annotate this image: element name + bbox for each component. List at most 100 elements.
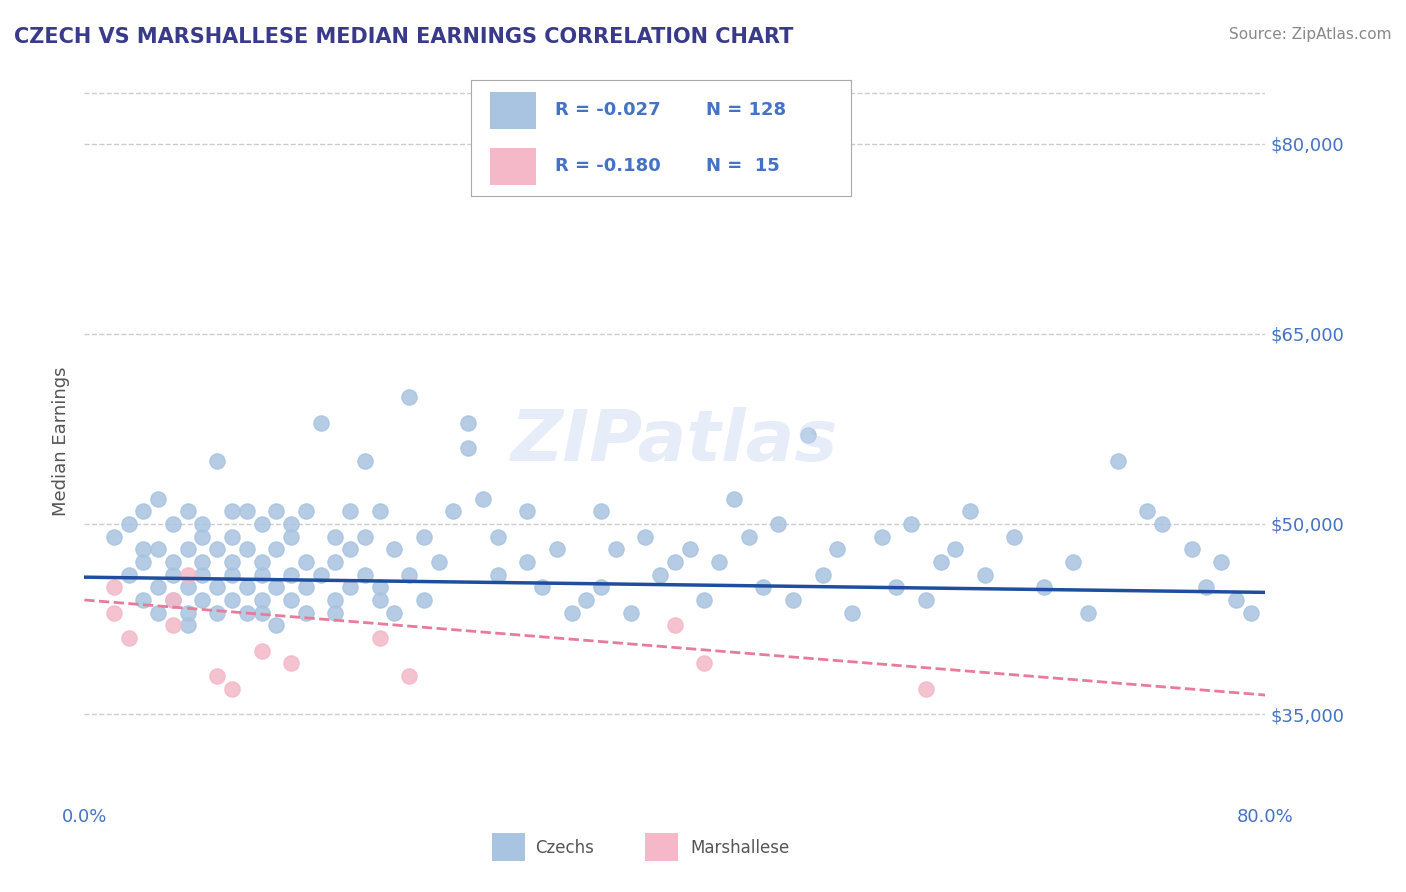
Point (250, 643, 273, 657)
Point (929, 555, 952, 569)
Point (250, 593, 273, 607)
Point (382, 606, 406, 620)
Point (207, 542, 229, 557)
Point (236, 580, 259, 594)
Point (561, 606, 583, 620)
Point (1004, 530, 1026, 544)
Point (915, 681, 938, 696)
Point (280, 530, 302, 544)
Point (250, 606, 273, 620)
Point (945, 542, 967, 557)
Point (177, 504, 200, 518)
Point (398, 669, 420, 683)
Point (591, 580, 613, 594)
Point (148, 606, 170, 620)
Point (191, 516, 214, 531)
Point (368, 580, 391, 594)
Bar (491, 92, 536, 129)
Point (974, 567, 997, 582)
Point (1150, 516, 1173, 531)
Point (207, 580, 229, 594)
Point (309, 416, 332, 430)
Point (1063, 555, 1085, 569)
Point (605, 542, 627, 557)
Point (266, 504, 288, 518)
Text: Source: ZipAtlas.com: Source: ZipAtlas.com (1229, 27, 1392, 42)
Point (280, 567, 302, 582)
Point (103, 580, 125, 594)
Point (620, 606, 643, 620)
Point (575, 593, 598, 607)
Point (457, 441, 479, 455)
Point (191, 555, 214, 569)
Point (413, 530, 436, 544)
Point (250, 567, 273, 582)
Point (309, 567, 332, 582)
Point (1033, 580, 1056, 594)
Point (132, 593, 155, 607)
Point (768, 516, 790, 531)
Point (148, 491, 170, 506)
Point (177, 606, 200, 620)
Point (339, 542, 361, 557)
Point (191, 593, 214, 607)
Text: CZECH VS MARSHALLESE MEDIAN EARNINGS CORRELATION CHART: CZECH VS MARSHALLESE MEDIAN EARNINGS COR… (14, 27, 793, 46)
Point (382, 542, 406, 557)
Point (679, 542, 702, 557)
Point (354, 530, 377, 544)
Point (368, 631, 391, 645)
Point (207, 606, 229, 620)
Point (1195, 580, 1218, 594)
Point (723, 491, 745, 506)
Text: N =  15: N = 15 (706, 157, 780, 175)
Point (250, 555, 273, 569)
Text: Czechs: Czechs (536, 838, 595, 856)
Text: N = 128: N = 128 (706, 102, 786, 120)
Point (132, 504, 155, 518)
Point (1211, 555, 1233, 569)
Point (325, 593, 347, 607)
Point (1077, 606, 1099, 620)
Point (221, 555, 243, 569)
Point (295, 555, 318, 569)
Point (207, 669, 229, 683)
Point (368, 504, 391, 518)
Bar (645, 833, 679, 861)
Point (1136, 504, 1159, 518)
Point (236, 542, 259, 557)
Point (457, 416, 479, 430)
Point (325, 606, 347, 620)
Point (177, 618, 200, 632)
Point (339, 580, 361, 594)
Point (486, 530, 509, 544)
Point (148, 542, 170, 557)
Point (191, 530, 214, 544)
Point (738, 530, 761, 544)
Point (709, 555, 731, 569)
Point (427, 555, 450, 569)
Point (236, 504, 259, 518)
Point (207, 453, 229, 467)
Point (354, 453, 377, 467)
Point (398, 390, 420, 404)
Bar (492, 833, 524, 861)
Point (827, 542, 849, 557)
Point (531, 580, 554, 594)
Point (886, 580, 908, 594)
Point (368, 593, 391, 607)
Point (634, 530, 657, 544)
Point (339, 504, 361, 518)
Point (797, 428, 820, 442)
Point (266, 580, 288, 594)
Point (103, 606, 125, 620)
Point (221, 530, 243, 544)
Point (1240, 606, 1263, 620)
Point (280, 516, 302, 531)
Point (103, 530, 125, 544)
Text: Marshallese: Marshallese (690, 838, 790, 856)
Point (1225, 593, 1247, 607)
Point (413, 593, 436, 607)
Point (295, 606, 318, 620)
Bar (491, 147, 536, 185)
Point (325, 555, 347, 569)
